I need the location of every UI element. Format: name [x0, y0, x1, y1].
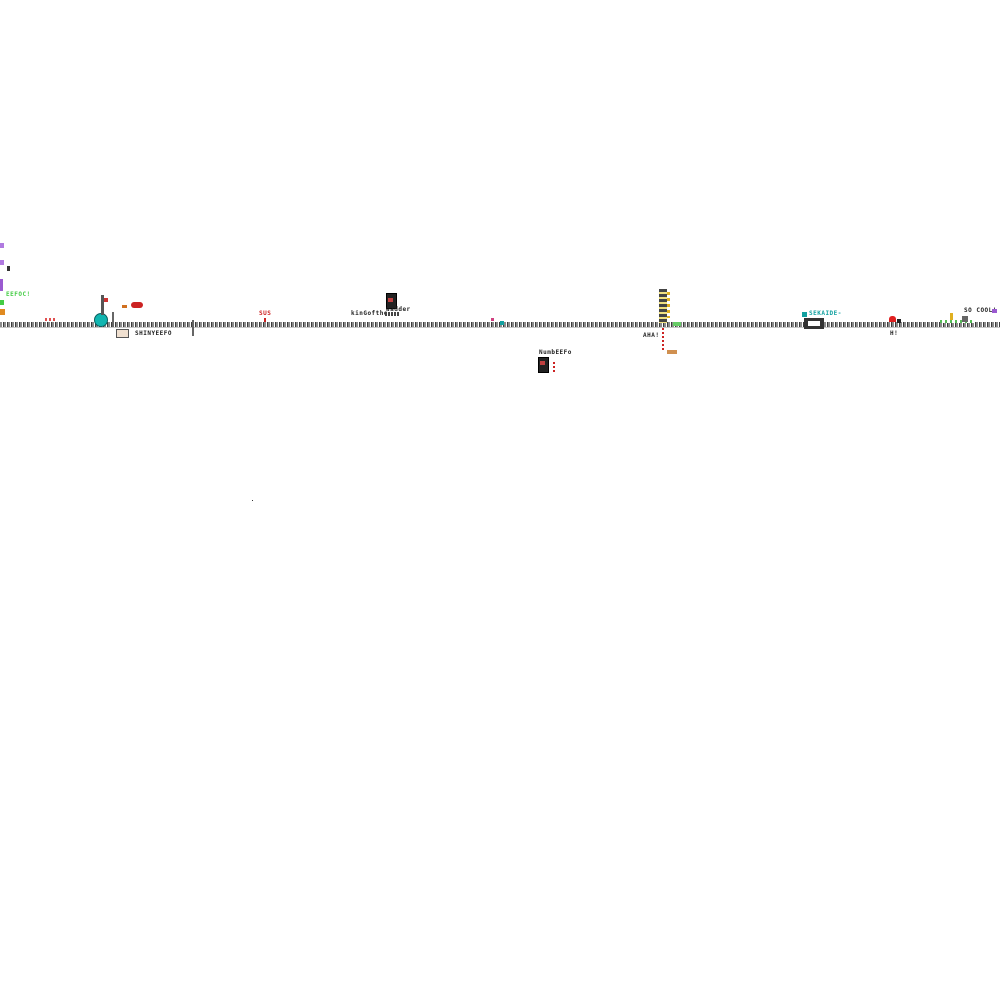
small-house	[962, 316, 968, 322]
pole-flag	[104, 298, 108, 302]
sekaide-icon	[802, 312, 807, 317]
heart-icon	[889, 316, 896, 322]
rail-shadow	[0, 327, 1000, 328]
tower-lights	[667, 292, 670, 318]
signpost-icon	[950, 313, 953, 323]
label-eefoc: EEFOC!	[6, 291, 31, 298]
edge-letter-purple-1	[0, 243, 4, 248]
socool-heart	[992, 309, 997, 313]
numbeefo-character	[538, 357, 549, 373]
sign-box	[116, 329, 129, 338]
grass-bits	[940, 320, 975, 323]
edge-letter-purple-3	[0, 279, 3, 291]
label-wadder: wadder	[386, 306, 411, 313]
edge-letter-green	[0, 300, 4, 305]
tower	[659, 289, 667, 323]
red-bug-icon	[131, 302, 143, 308]
bench-seat	[808, 321, 820, 326]
small-heart-mid	[491, 318, 494, 321]
label-kingofthe: kinGofthe	[351, 310, 389, 317]
numbeefo-face	[540, 361, 545, 365]
sus-arrow	[264, 318, 266, 322]
small-hearts	[45, 318, 55, 321]
label-aha: AHA!	[643, 332, 660, 339]
kingofthe-tail	[385, 312, 399, 316]
numbeefo-dots	[553, 362, 555, 372]
green-bits	[673, 322, 681, 326]
stray-dot	[252, 500, 253, 501]
tower-end	[667, 350, 677, 354]
small-teal-mid	[500, 321, 504, 325]
label-sus: SUS	[259, 310, 272, 317]
tower-trail	[662, 328, 664, 352]
label-shiny: SHINYEEFO	[135, 330, 173, 337]
edge-letter-orange	[0, 309, 5, 315]
heart-dot	[897, 319, 901, 323]
label-sekaide: SEKAIDE-	[809, 310, 842, 317]
small-dots	[122, 305, 127, 308]
label-numbeefo: NumbEEFo	[539, 349, 572, 356]
label-hi: H!	[890, 330, 899, 337]
label-socool: SO COOL!	[964, 307, 997, 314]
teal-blob-icon	[94, 313, 108, 327]
sign-post	[112, 312, 114, 327]
edge-letter-purple-2	[0, 260, 4, 265]
character-face	[388, 298, 393, 302]
edge-letter-dark	[7, 266, 10, 271]
track-post	[192, 320, 194, 336]
pole	[101, 295, 104, 315]
